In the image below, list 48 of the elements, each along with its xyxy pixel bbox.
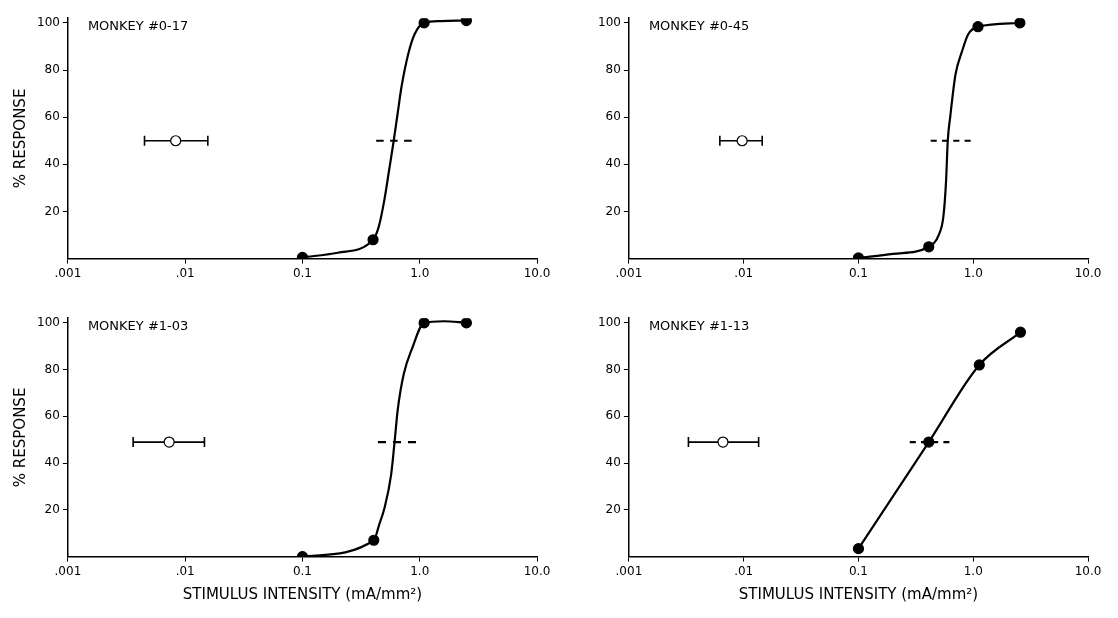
x-tick-label: 10.0 <box>523 563 551 578</box>
x-tick-label: .01 <box>175 563 195 578</box>
x-axis-title: STIMULUS INTENSITY (mA/mm²) <box>182 584 423 603</box>
y-tick-label: 100 <box>598 315 621 329</box>
y-axis-title: % RESPONSE <box>10 88 29 189</box>
x-tick-label: .01 <box>734 563 754 578</box>
x-tick-label: 10.0 <box>1074 265 1102 280</box>
y-axis-title: % RESPONSE <box>10 387 29 488</box>
x-tick-label: 0.1 <box>292 563 312 578</box>
y-tick-label: 100 <box>37 315 60 329</box>
y-tick-label: 40 <box>605 156 621 171</box>
x-tick-label: 1.0 <box>963 265 983 280</box>
y-tick-label: 40 <box>605 455 621 470</box>
y-tick-label: 20 <box>44 501 60 516</box>
y-tick-label: 80 <box>44 62 60 77</box>
x-tick-label: 1.0 <box>410 265 430 280</box>
x-tick-label: .01 <box>734 265 754 280</box>
x-tick-label: .001 <box>615 265 643 280</box>
x-tick-label: 0.1 <box>848 265 868 280</box>
x-axis-title: STIMULUS INTENSITY (mA/mm²) <box>738 584 979 603</box>
y-tick-label: 100 <box>598 15 621 30</box>
y-tick-label: 60 <box>605 408 621 423</box>
x-tick-label: 10.0 <box>1074 563 1102 578</box>
y-tick-label: 100 <box>37 15 60 30</box>
x-tick-label: .001 <box>615 563 643 578</box>
x-tick-label: 0.1 <box>292 265 312 280</box>
y-tick-label: 20 <box>605 501 621 516</box>
y-tick-label: 40 <box>44 156 60 171</box>
y-tick-label: 60 <box>605 109 621 124</box>
chart-title: MONKEY #1-13 <box>648 318 750 334</box>
chart-title: MONKEY #0-17 <box>87 18 189 34</box>
y-tick-label: 20 <box>605 203 621 218</box>
x-tick-label: .001 <box>54 563 82 578</box>
y-tick-label: 60 <box>44 408 60 423</box>
x-tick-label: 10.0 <box>523 265 551 280</box>
x-tick-label: .001 <box>54 265 82 280</box>
x-tick-label: 1.0 <box>410 563 430 578</box>
x-tick-label: 1.0 <box>963 563 983 578</box>
y-tick-label: 80 <box>605 361 621 376</box>
x-tick-label: 0.1 <box>848 563 868 578</box>
chart-title: MONKEY #1-03 <box>87 318 189 334</box>
y-tick-label: 80 <box>44 361 60 376</box>
y-tick-label: 60 <box>44 109 60 124</box>
y-tick-label: 40 <box>44 455 60 470</box>
y-tick-label: 80 <box>605 62 621 77</box>
x-tick-label: .01 <box>175 265 195 280</box>
y-tick-label: 20 <box>44 203 60 218</box>
chart-title: MONKEY #0-45 <box>648 18 750 34</box>
